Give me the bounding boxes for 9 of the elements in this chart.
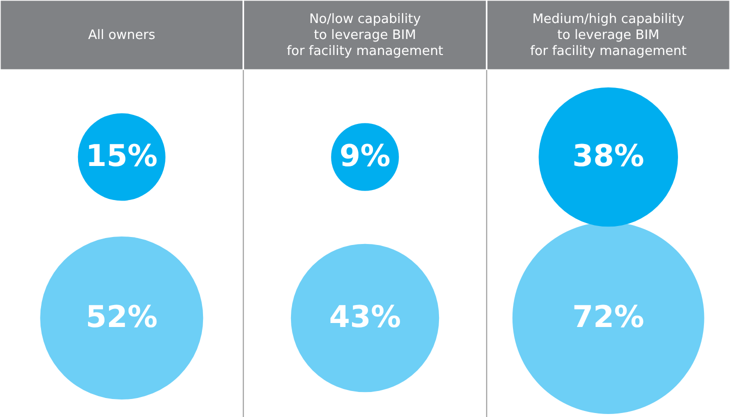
data-label: 52% bbox=[86, 300, 158, 335]
data-label: 43% bbox=[329, 300, 401, 335]
data-label: 9% bbox=[340, 139, 390, 174]
category-label: No/low capability to leverage BIM for facility management bbox=[286, 12, 444, 59]
category-label: Medium/high capability to leverage BIM for facility management bbox=[530, 12, 687, 59]
data-label: 72% bbox=[572, 300, 644, 335]
data-label: 38% bbox=[572, 139, 644, 174]
data-label: 15% bbox=[86, 139, 158, 174]
category-label: All owners bbox=[88, 28, 156, 43]
